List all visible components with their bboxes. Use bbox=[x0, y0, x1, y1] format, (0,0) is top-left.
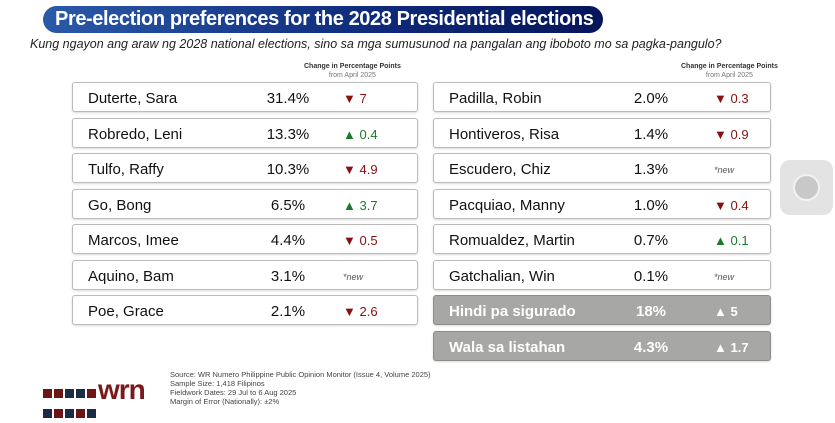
preference-percent: 1.0% bbox=[633, 196, 669, 214]
change-value: ▲ 0.4 bbox=[343, 126, 378, 142]
candidate-row: Go, Bong 6.5% ▲ 3.7 bbox=[72, 188, 418, 219]
preference-percent: 13.3% bbox=[266, 125, 310, 143]
change-value: ▼ 2.6 bbox=[343, 304, 378, 319]
candidate-row: Poe, Grace 2.1% ▼ 2.6 bbox=[72, 295, 418, 325]
wrn-logo-squares bbox=[43, 385, 98, 423]
survey-question: Kung ngayon ang araw ng 2028 national el… bbox=[30, 37, 722, 51]
candidate-name: Poe, Grace bbox=[88, 303, 164, 320]
candidate-name: Tulfo, Raffy bbox=[88, 161, 164, 178]
preference-percent: 2.0% bbox=[633, 90, 669, 107]
circle-icon bbox=[793, 174, 820, 201]
fieldwork-dates: Fieldwork Dates: 29 Jul to 6 Aug 2025 bbox=[170, 388, 297, 397]
preference-percent: 31.4% bbox=[266, 90, 310, 107]
candidate-name: Hindi pa sigurado bbox=[449, 303, 576, 320]
candidate-name: Romualdez, Martin bbox=[449, 232, 575, 249]
change-header-left: Change in Percentage Points from April 20… bbox=[304, 62, 401, 80]
candidate-name: Aquino, Bam bbox=[88, 267, 174, 285]
candidate-row: Gatchalian, Win 0.1% *new bbox=[433, 259, 771, 290]
preference-percent: 6.5% bbox=[270, 196, 306, 214]
change-value: ▲ 5 bbox=[714, 304, 738, 319]
candidate-name: Gatchalian, Win bbox=[449, 267, 555, 285]
change-header-line1: Change in Percentage Points bbox=[304, 63, 401, 70]
candidate-name: Marcos, Imee bbox=[88, 232, 179, 249]
margin-of-error: Margin of Error (Nationally): ±2% bbox=[170, 397, 280, 406]
change-header-right: Change in Percentage Points from April 20… bbox=[681, 62, 778, 80]
source-notes: Source: WR Numero Philippine Public Opin… bbox=[170, 370, 431, 406]
change-value: ▲ 3.7 bbox=[343, 197, 378, 213]
preference-percent: 1.4% bbox=[633, 125, 669, 143]
candidate-name: Go, Bong bbox=[88, 196, 152, 214]
candidate-row: Romualdez, Martin 0.7% ▲ 0.1 bbox=[433, 224, 771, 254]
candidate-row: Aquino, Bam 3.1% *new bbox=[72, 259, 418, 290]
candidate-row: Pacquiao, Manny 1.0% ▼ 0.4 bbox=[433, 188, 771, 219]
preference-percent: 4.3% bbox=[633, 338, 669, 356]
change-value: ▼ 0.5 bbox=[343, 233, 378, 248]
change-value: *new bbox=[343, 271, 364, 282]
preference-percent: 4.4% bbox=[270, 232, 306, 249]
change-value: *new bbox=[714, 271, 735, 282]
preference-percent: 0.1% bbox=[633, 267, 669, 285]
page-title: Pre-election preferences for the 2028 Pr… bbox=[43, 6, 604, 33]
change-header-line1: Change in Percentage Points bbox=[681, 63, 778, 70]
preference-percent: 18% bbox=[635, 303, 667, 320]
candidate-name: Robredo, Leni bbox=[88, 125, 183, 143]
candidate-row: Padilla, Robin 2.0% ▼ 0.3 bbox=[433, 82, 771, 112]
candidate-name: Pacquiao, Manny bbox=[449, 196, 565, 214]
candidate-name: Hontiveros, Risa bbox=[449, 125, 560, 143]
candidate-row: Hindi pa sigurado 18% ▲ 5 bbox=[433, 295, 771, 325]
preference-percent: 10.3% bbox=[266, 161, 310, 178]
candidate-row: Robredo, Leni 13.3% ▲ 0.4 bbox=[72, 117, 418, 148]
sample-size: Sample Size: 1,418 Filipinos bbox=[170, 379, 265, 388]
candidate-row: Wala sa listahan 4.3% ▲ 1.7 bbox=[433, 330, 771, 361]
change-value: ▼ 4.9 bbox=[343, 162, 378, 177]
change-header-line2: from April 2025 bbox=[328, 72, 376, 79]
candidate-name: Duterte, Sara bbox=[88, 90, 178, 107]
preference-percent: 2.1% bbox=[270, 303, 306, 320]
change-value: ▲ 0.1 bbox=[714, 233, 749, 248]
change-header-line2: from April 2025 bbox=[705, 72, 753, 79]
change-value: ▲ 1.7 bbox=[714, 339, 749, 355]
change-value: ▼ 7 bbox=[343, 91, 367, 106]
change-value: ▼ 0.3 bbox=[714, 91, 749, 106]
change-value: ▼ 0.4 bbox=[714, 197, 749, 213]
floating-action-button[interactable] bbox=[780, 160, 833, 215]
candidate-row: Escudero, Chiz 1.3% *new bbox=[433, 153, 771, 183]
candidate-name: Escudero, Chiz bbox=[449, 161, 551, 178]
candidate-name: Wala sa listahan bbox=[449, 338, 566, 356]
source-line: Source: WR Numero Philippine Public Opin… bbox=[170, 370, 431, 379]
preference-percent: 1.3% bbox=[633, 161, 669, 178]
preference-percent: 0.7% bbox=[633, 232, 669, 249]
preference-percent: 3.1% bbox=[270, 267, 306, 285]
candidate-name: Padilla, Robin bbox=[449, 90, 542, 107]
candidate-row: Marcos, Imee 4.4% ▼ 0.5 bbox=[72, 224, 418, 254]
candidate-row: Duterte, Sara 31.4% ▼ 7 bbox=[72, 82, 418, 112]
change-value: *new bbox=[714, 165, 735, 175]
candidate-row: Tulfo, Raffy 10.3% ▼ 4.9 bbox=[72, 153, 418, 183]
change-value: ▼ 0.9 bbox=[714, 126, 749, 142]
candidate-row: Hontiveros, Risa 1.4% ▼ 0.9 bbox=[433, 117, 771, 148]
wrn-logo: wrn bbox=[98, 374, 146, 405]
